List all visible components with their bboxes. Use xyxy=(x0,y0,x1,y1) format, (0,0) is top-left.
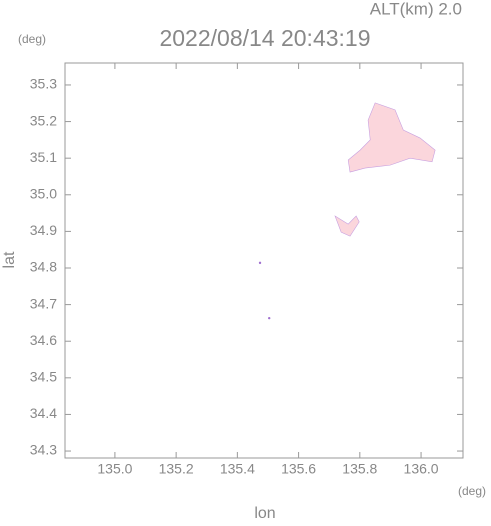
y-tick-label: 34.5 xyxy=(30,369,57,385)
x-tick-label: 135.6 xyxy=(281,461,316,477)
y-tick-label: 35.3 xyxy=(30,76,57,92)
x-tick-label: 136.0 xyxy=(404,461,439,477)
y-tick-label: 35.2 xyxy=(30,112,57,128)
x-axis-label: lon xyxy=(254,505,275,521)
echo-point xyxy=(268,316,271,320)
y-tick-label: 34.7 xyxy=(30,295,57,311)
plot-frame xyxy=(64,62,464,459)
altitude: ALT(km) 2.0 xyxy=(370,0,462,18)
y-tick-label: 34.3 xyxy=(30,442,57,458)
x-tick-label: 135.0 xyxy=(97,461,132,477)
echo-area xyxy=(347,102,436,173)
echo-area xyxy=(334,215,360,237)
y-tick-label: 34.8 xyxy=(30,259,57,275)
x-tick-label: 135.2 xyxy=(159,461,194,477)
y-tick-label: 35.0 xyxy=(30,185,57,201)
x-unit: (deg) xyxy=(458,484,486,498)
y-tick-label: 34.4 xyxy=(30,405,57,421)
y-tick-label: 35.1 xyxy=(30,149,57,165)
y-axis-label: lat xyxy=(1,251,18,268)
chart-title: 2022/08/14 20:43:19 xyxy=(159,25,370,51)
x-tick-label: 135.8 xyxy=(342,461,377,477)
y-tick-label: 34.6 xyxy=(30,332,57,348)
y-tick-label: 34.9 xyxy=(30,222,57,238)
x-tick-label: 135.4 xyxy=(220,461,255,477)
y-unit: (deg) xyxy=(18,32,46,46)
echo-point xyxy=(258,261,262,265)
